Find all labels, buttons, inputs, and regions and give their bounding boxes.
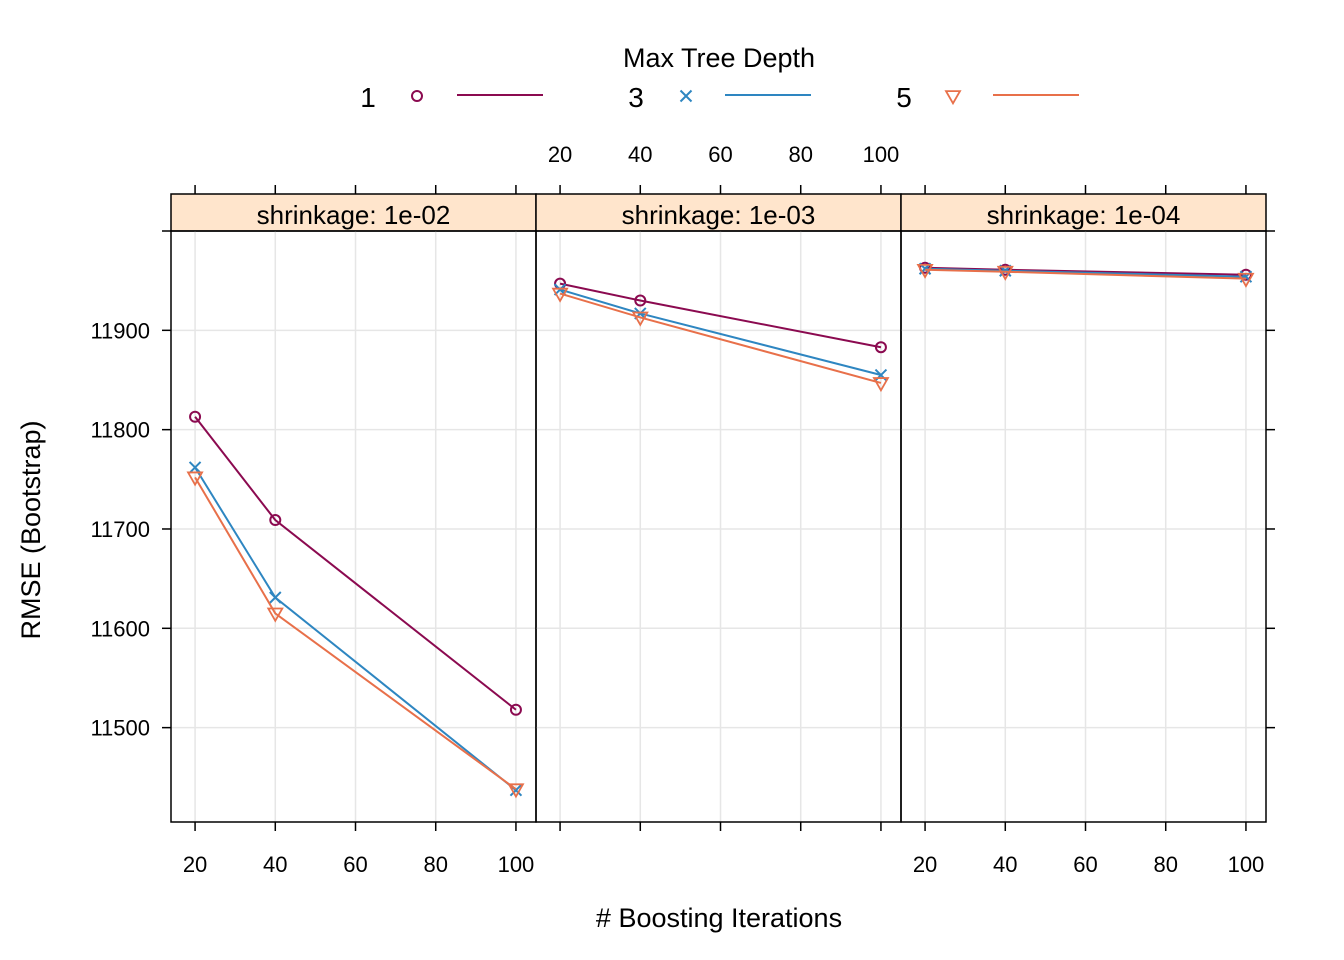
data-point-1 bbox=[189, 410, 202, 423]
y-tick-label: 11600 bbox=[90, 616, 150, 641]
data-point-5 bbox=[631, 311, 649, 327]
series-line-5 bbox=[559, 292, 882, 384]
strip-bg bbox=[900, 193, 1267, 232]
x-tick-label: 40 bbox=[993, 852, 1017, 877]
x-tick-label: 80 bbox=[1153, 852, 1177, 877]
panel-border bbox=[535, 230, 902, 823]
data-point-5 bbox=[1237, 272, 1255, 288]
x-tick-label-top: 40 bbox=[628, 142, 652, 167]
panel-border bbox=[170, 230, 537, 823]
axes: 20 40 60 80 100 20 40 60 80 100 20 40 60 80 100 11500 11… bbox=[90, 142, 1275, 877]
panel-2 bbox=[535, 230, 902, 823]
data-point-5 bbox=[996, 265, 1014, 281]
y-tick-label: 11500 bbox=[90, 716, 150, 741]
series-line-5 bbox=[194, 476, 517, 791]
series-line-5 bbox=[925, 268, 1246, 280]
y-axis-title: RMSE (Bootstrap) bbox=[16, 420, 46, 639]
legend-label-3: 3 bbox=[628, 82, 644, 113]
data-point-1 bbox=[509, 703, 522, 716]
data-point-3 bbox=[269, 591, 282, 604]
legend-marker-5 bbox=[944, 90, 962, 106]
legend-marker-1 bbox=[411, 90, 423, 102]
strip-label: shrinkage: 1e-03 bbox=[622, 200, 816, 230]
x-tick-label: 100 bbox=[498, 852, 535, 877]
data-point-1 bbox=[874, 341, 887, 354]
panel-border bbox=[900, 230, 1267, 823]
x-tick-label: 20 bbox=[183, 852, 207, 877]
data-point-5 bbox=[266, 607, 284, 623]
x-tick-label: 20 bbox=[913, 852, 937, 877]
x-tick-label: 60 bbox=[1073, 852, 1097, 877]
series-line-1 bbox=[194, 416, 517, 711]
data-point-5 bbox=[507, 783, 525, 799]
data-point-5 bbox=[872, 377, 890, 393]
x-tick-label-top: 60 bbox=[708, 142, 732, 167]
x-tick-label-top: 100 bbox=[863, 142, 900, 167]
panels bbox=[170, 230, 1267, 823]
data-point-5 bbox=[916, 263, 934, 279]
legend-label-1: 1 bbox=[360, 82, 376, 113]
data-point-3 bbox=[188, 461, 202, 474]
x-tick-label: 40 bbox=[263, 852, 287, 877]
data-point-1 bbox=[634, 294, 647, 307]
series-line-1 bbox=[559, 282, 882, 349]
data-point-5 bbox=[186, 471, 204, 487]
strip-label: shrinkage: 1e-02 bbox=[257, 200, 451, 230]
x-tick-label: 80 bbox=[423, 852, 447, 877]
y-tick-label: 11800 bbox=[90, 418, 150, 443]
strip-bg bbox=[170, 193, 537, 232]
y-tick-label: 11900 bbox=[90, 318, 150, 343]
legend-title: Max Tree Depth bbox=[623, 43, 815, 73]
data-point-1 bbox=[1239, 268, 1252, 281]
strip-label: shrinkage: 1e-04 bbox=[987, 200, 1181, 230]
legend-marker-3 bbox=[679, 89, 693, 103]
legend-label-5: 5 bbox=[896, 82, 912, 113]
x-tick-label-top: 20 bbox=[548, 142, 572, 167]
x-axis-title: # Boosting Iterations bbox=[596, 903, 842, 933]
data-point-1 bbox=[269, 514, 282, 527]
panel-1 bbox=[170, 230, 537, 823]
strips: shrinkage: 1e-02 shrinkage: 1e-03 shrinkag… bbox=[170, 193, 1267, 232]
x-tick-label-top: 80 bbox=[788, 142, 812, 167]
x-tick-label: 100 bbox=[1228, 852, 1265, 877]
panel-3 bbox=[900, 230, 1267, 823]
y-tick-label: 11700 bbox=[90, 517, 150, 542]
legend: Max Tree Depth 1 3 5 bbox=[360, 43, 1079, 113]
x-tick-label: 60 bbox=[343, 852, 367, 877]
strip-bg bbox=[535, 193, 902, 232]
data-point-5 bbox=[551, 287, 569, 303]
